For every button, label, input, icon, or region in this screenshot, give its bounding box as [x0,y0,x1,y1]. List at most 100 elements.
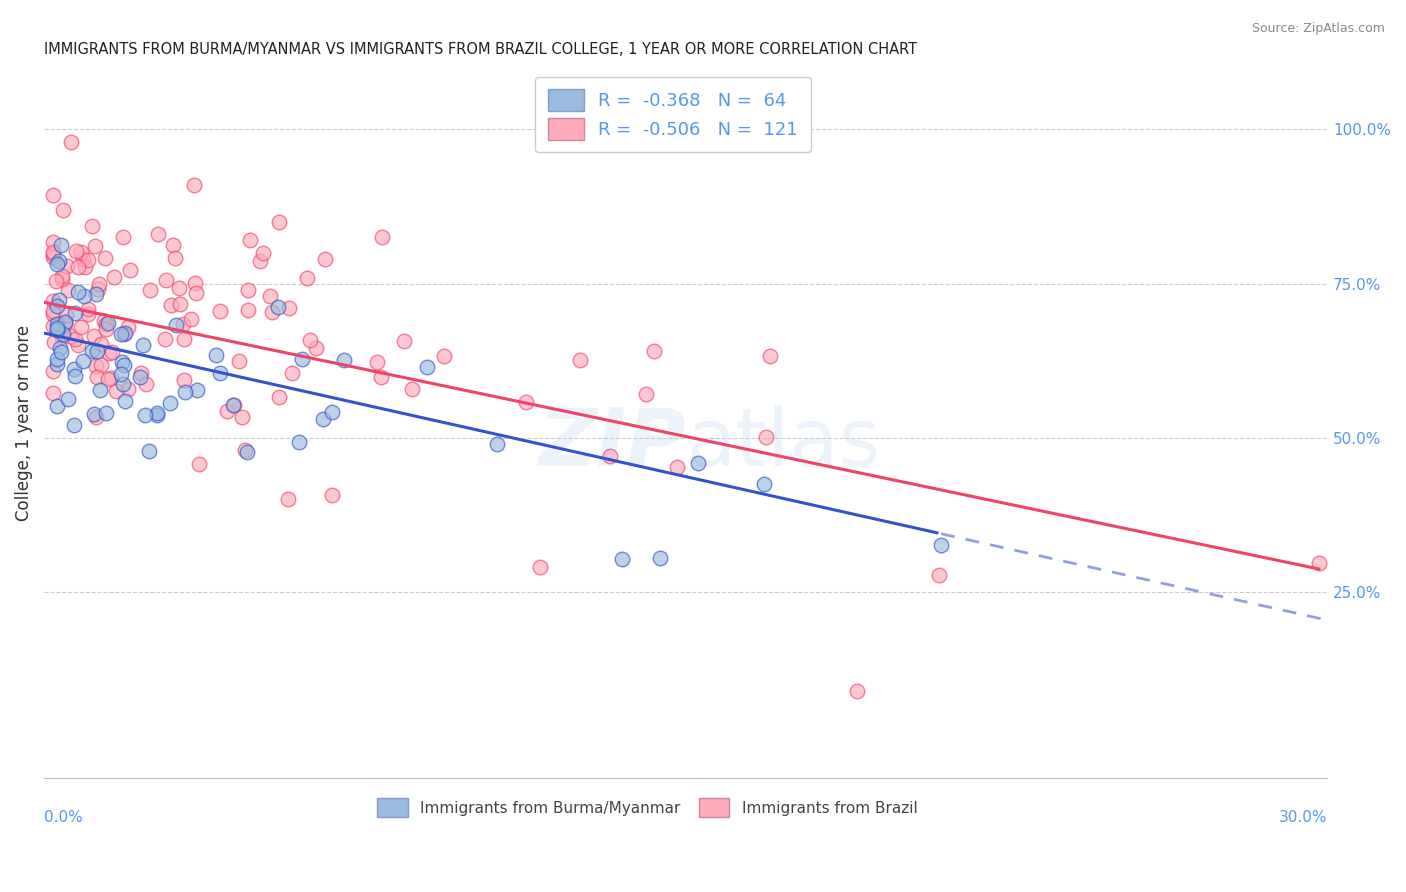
Point [41,235,63,249]
Point [73,289,96,303]
Point [666,460,689,475]
Point [134,408,156,422]
Point [97,346,120,360]
Point [82,219,104,233]
Point [688,457,710,471]
Point [66,260,89,275]
Point [643,343,665,358]
Point [51,345,73,359]
Point [305,341,328,355]
Point [42,334,65,349]
Point [221,398,243,412]
Point [163,251,186,265]
Point [366,355,388,369]
Point [269,215,291,229]
Point [209,304,232,318]
Text: atlas: atlas [686,405,880,483]
Point [174,384,197,399]
Point [90,337,112,351]
Point [84,239,107,253]
Point [370,370,392,384]
Point [41,251,63,265]
Point [41,247,63,261]
Point [51,268,73,283]
Point [52,326,75,341]
Point [46,299,69,313]
Point [281,366,304,380]
Point [146,227,169,242]
Point [236,283,259,297]
Point [236,444,259,458]
Point [41,293,63,308]
Point [269,390,291,404]
Point [755,430,778,444]
Point [72,252,94,267]
Point [46,400,69,414]
Point [76,307,98,321]
Point [73,260,96,275]
Point [62,417,84,432]
Point [139,283,162,297]
Point [650,551,672,566]
Point [72,354,94,368]
Legend: Immigrants from Burma/Myanmar, Immigrants from Brazil: Immigrants from Burma/Myanmar, Immigrant… [371,792,924,823]
Point [41,188,63,202]
Point [87,277,110,291]
Point [111,355,134,369]
Point [485,436,508,450]
Point [568,352,591,367]
Point [183,178,205,192]
Point [56,392,79,406]
Point [529,560,551,574]
Point [96,317,118,331]
Point [132,338,155,352]
Point [515,394,537,409]
Point [314,252,336,267]
Point [138,444,160,458]
Point [153,332,176,346]
Point [239,234,262,248]
Point [145,408,167,422]
Point [321,405,343,419]
Point [612,552,634,566]
Point [169,297,191,311]
Text: 0.0%: 0.0% [44,810,83,824]
Point [236,303,259,318]
Point [41,364,63,378]
Point [94,405,117,419]
Point [69,320,91,334]
Point [228,354,250,368]
Point [118,262,141,277]
Point [186,384,208,398]
Point [94,251,117,265]
Point [231,410,253,425]
Point [252,246,274,260]
Point [233,442,256,457]
Point [759,349,782,363]
Point [62,362,84,376]
Point [287,435,309,450]
Point [46,324,69,338]
Point [186,285,208,300]
Point [100,371,122,385]
Point [129,370,152,384]
Point [46,357,69,371]
Point [66,285,89,300]
Point [295,270,318,285]
Point [105,384,128,399]
Point [111,377,134,392]
Point [129,366,152,380]
Point [110,326,132,341]
Point [76,302,98,317]
Point [173,332,195,346]
Point [321,487,343,501]
Point [267,301,290,315]
Point [90,358,112,372]
Point [278,301,301,316]
Point [333,352,356,367]
Text: ZIP: ZIP [538,405,686,483]
Point [65,244,87,259]
Point [41,319,63,334]
Point [114,326,136,340]
Point [167,281,190,295]
